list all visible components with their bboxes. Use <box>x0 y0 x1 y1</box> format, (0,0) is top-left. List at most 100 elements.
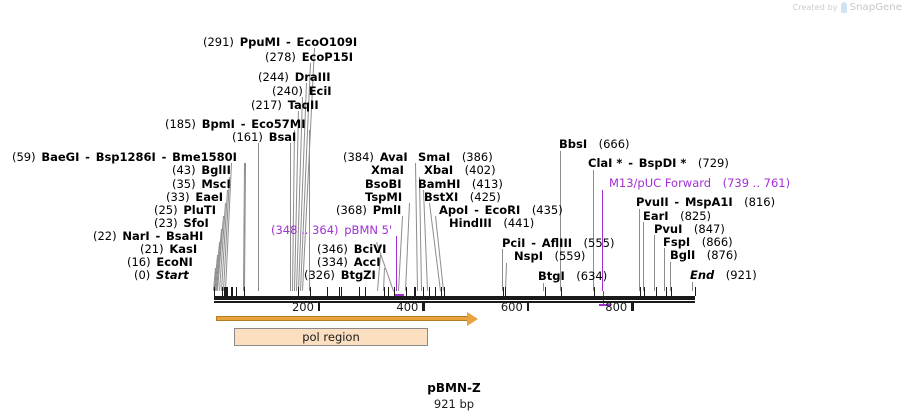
enzyme-label-part: (21) <box>140 242 164 256</box>
enzyme-label-part: (816) <box>744 195 776 209</box>
enzyme-label-tspmi[interactable]: TspMI <box>365 191 402 203</box>
enzyme-label-m13puc[interactable]: M13/pUC Forward (739 .. 761) <box>609 177 790 189</box>
enzyme-label-ppumi[interactable]: (291) PpuMI - EcoO109I <box>203 36 357 48</box>
enzyme-label-part: (866) <box>701 235 733 249</box>
enzyme-label-bstxi[interactable]: BstXI (425) <box>424 191 501 203</box>
enzyme-label-part: (368) <box>336 203 367 217</box>
enzyme-label-end[interactable]: End (921) <box>690 269 757 281</box>
enzyme-label-part: PciI <box>502 236 526 250</box>
enzyme-label-draiii[interactable]: (244) DraIII <box>258 71 331 83</box>
enzyme-label-xbai[interactable]: XbaI (402) <box>424 164 496 176</box>
enzyme-label-part <box>565 269 577 283</box>
cut-site-tick <box>644 287 646 296</box>
enzyme-label-bbsi[interactable]: BbsI (666) <box>559 138 630 150</box>
enzyme-label-sfoi[interactable]: (23) SfoI <box>154 217 209 229</box>
enzyme-label-eaei[interactable]: (33) EaeI <box>166 191 223 203</box>
enzyme-label-part: BtgI <box>538 269 565 283</box>
enzyme-label-btgzi[interactable]: (326) BtgZI <box>304 269 376 281</box>
cut-site-tick <box>340 287 342 296</box>
enzyme-label-part: (43) <box>172 163 196 177</box>
enzyme-label-smai[interactable]: SmaI (386) <box>418 151 493 163</box>
cut-site-tick <box>443 287 445 296</box>
enzyme-label-baegi[interactable]: (59) BaeGI - Bsp1286I - Bme1580I <box>12 151 237 163</box>
enzyme-label-part: (876) <box>706 248 738 262</box>
enzyme-label-econi[interactable]: (16) EcoNI <box>127 256 193 268</box>
enzyme-label-bcivi[interactable]: (346) BciVI <box>317 243 386 255</box>
enzyme-label-ecop15i[interactable]: (278) EcoP15I <box>265 51 353 63</box>
enzyme-label-eari[interactable]: EarI (825) <box>643 210 711 222</box>
enzyme-label-part: - <box>286 35 291 49</box>
enzyme-label-kasi[interactable]: (21) KasI <box>140 243 197 255</box>
enzyme-label-part: (22) <box>93 229 117 243</box>
enzyme-label-clai[interactable]: ClaI * - BspDI * (729) <box>588 157 729 169</box>
enzyme-label-part: BglI <box>670 248 696 262</box>
snapgene-logo-icon <box>840 2 847 13</box>
enzyme-label-part: ApoI <box>439 203 469 217</box>
enzyme-label-part <box>458 190 470 204</box>
enzyme-label-part: (413) <box>471 177 503 191</box>
enzyme-label-part <box>453 163 465 177</box>
enzyme-label-bsobi[interactable]: BsoBI <box>365 178 402 190</box>
enzyme-label-part: TspMI <box>365 190 403 204</box>
enzyme-label-start[interactable]: (0) Start <box>134 269 189 281</box>
enzyme-label-bgli[interactable]: BglI (876) <box>670 249 738 261</box>
cut-site-tick <box>694 287 696 296</box>
enzyme-label-pbmn5[interactable]: (348 .. 364) pBMN 5' <box>271 224 392 236</box>
enzyme-label-nari[interactable]: (22) NarI - BsaHI <box>93 230 203 242</box>
enzyme-label-part: (739 .. 761) <box>722 176 791 190</box>
cut-site-tick <box>244 287 246 296</box>
enzyme-leader-line <box>664 248 665 291</box>
enzyme-label-pluti[interactable]: (25) PluTI <box>154 204 216 216</box>
cut-site-tick <box>429 287 431 296</box>
enzyme-label-part: BpmI <box>201 117 235 131</box>
enzyme-label-part: (35) <box>172 177 196 191</box>
enzyme-label-part: BtgZI <box>340 268 376 282</box>
cut-site-tick <box>505 287 507 296</box>
cut-site-tick <box>394 287 396 296</box>
enzyme-label-part: ClaI * <box>588 156 623 170</box>
enzyme-label-btgi[interactable]: BtgI (634) <box>538 270 607 282</box>
enzyme-label-part: (326) <box>304 268 335 282</box>
enzyme-label-bamhi[interactable]: BamHI (413) <box>418 178 503 190</box>
cut-site-tick <box>655 287 657 296</box>
enzyme-label-bsai[interactable]: (161) BsaI <box>232 131 296 143</box>
pol-region-box[interactable]: pol region <box>234 328 428 346</box>
enzyme-label-hindiii[interactable]: HindIII (441) <box>449 217 534 229</box>
enzyme-leader-line <box>502 249 503 291</box>
enzyme-label-xmai[interactable]: XmaI <box>371 164 404 176</box>
enzyme-label-part: (16) <box>127 255 151 269</box>
cut-site-tick <box>435 287 437 296</box>
cut-site-tick <box>503 287 505 296</box>
enzyme-label-pvui[interactable]: PvuI (847) <box>654 223 725 235</box>
cut-site-tick <box>423 287 425 296</box>
enzyme-label-part: PvuII <box>636 195 669 209</box>
enzyme-label-part <box>520 203 532 217</box>
enzyme-label-pmli[interactable]: (368) PmlI <box>336 204 401 216</box>
enzyme-label-part: (185) <box>165 117 196 131</box>
enzyme-label-part: XmaI <box>371 163 404 177</box>
enzyme-leader-line <box>654 235 655 291</box>
ruler-label-400: 400 <box>396 300 419 314</box>
enzyme-leader-line <box>643 222 644 291</box>
enzyme-label-fspi[interactable]: FspI (866) <box>663 236 733 248</box>
enzyme-label-acci[interactable]: (334) AccI <box>317 256 381 268</box>
enzyme-label-part: PpuMI <box>239 35 281 49</box>
feature-marker[interactable] <box>599 303 611 306</box>
enzyme-label-msci[interactable]: (35) MscI <box>172 178 231 190</box>
enzyme-label-avai[interactable]: (384) AvaI <box>343 151 408 163</box>
enzyme-label-bpmi[interactable]: (185) BpmI - Eco57MI <box>165 118 306 130</box>
enzyme-label-nspi[interactable]: NspI (559) <box>514 250 585 262</box>
enzyme-label-apoi[interactable]: ApoI - EcoRI (435) <box>439 204 563 216</box>
enzyme-label-ecii[interactable]: (240) EciI <box>272 85 332 97</box>
ruler-label-200: 200 <box>291 300 314 314</box>
enzyme-label-bglii[interactable]: (43) BglII <box>172 164 231 176</box>
cut-site-tick <box>235 287 237 296</box>
feature-marker[interactable] <box>395 293 404 296</box>
enzyme-label-pcii[interactable]: PciI - AflIII (555) <box>502 237 614 249</box>
enzyme-label-taqii[interactable]: (217) TaqII <box>251 99 319 111</box>
enzyme-label-pvuii[interactable]: PvuII - MspA1I (816) <box>636 196 775 208</box>
plasmid-size: 921 bp <box>433 397 475 411</box>
enzyme-label-part <box>733 195 745 209</box>
enzyme-label-part: EaeI <box>195 190 224 204</box>
enzyme-label-part: (346) <box>317 242 348 256</box>
